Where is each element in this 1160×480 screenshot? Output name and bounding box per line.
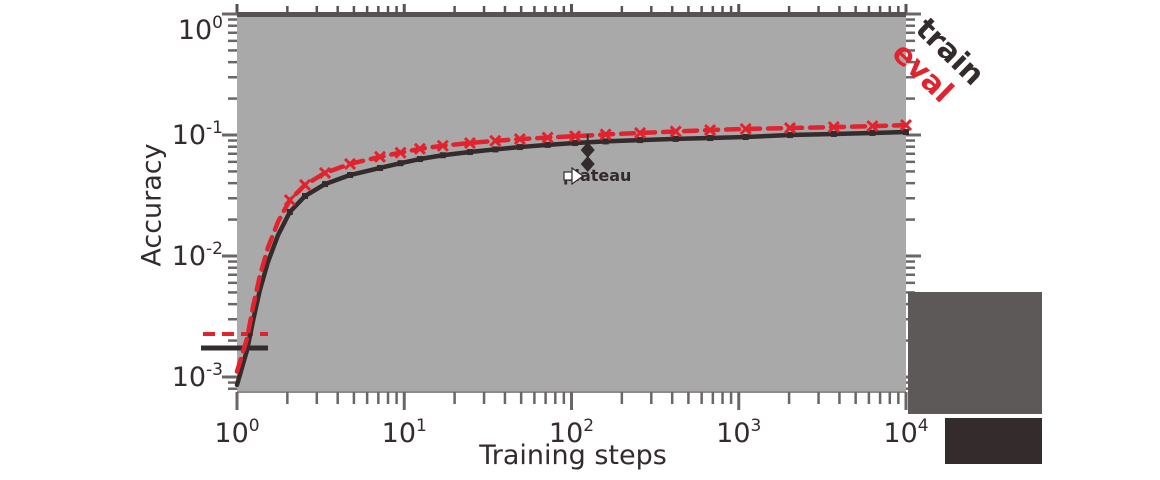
eval-x-marker: [899, 119, 913, 132]
eval-x-marker: [373, 150, 387, 163]
train-marker: [439, 152, 446, 159]
annotation-text: plateau: [563, 166, 632, 185]
white-right-arrow-icon: [563, 166, 585, 186]
annotation-diamond-marker: [580, 141, 595, 158]
plot-area: [237, 14, 906, 392]
eval-x-marker: [343, 157, 357, 170]
eval-x-marker: [827, 121, 840, 134]
train-marker: [376, 164, 383, 171]
eval-x-marker: [599, 128, 612, 141]
eval-x-marker: [866, 120, 879, 133]
eval-x-marker: [541, 131, 554, 144]
train-marker: [903, 129, 909, 136]
train-marker: [707, 135, 714, 142]
train-marker: [286, 209, 293, 216]
eval-x-marker: [739, 122, 752, 136]
y-tick-label: 100: [178, 13, 223, 46]
train-marker: [786, 132, 793, 139]
eval-x-marker: [568, 130, 582, 143]
train-marker: [492, 146, 499, 153]
eval-x-marker: [669, 125, 682, 138]
train-marker: [830, 130, 837, 137]
x-axis-label: Training steps: [479, 440, 667, 471]
eval-x-marker: [436, 139, 449, 152]
train-marker: [572, 140, 579, 147]
eval-x-marker: [783, 122, 796, 135]
eval-x-marker: [704, 123, 717, 137]
train-marker: [544, 141, 551, 148]
dark-label-block: [945, 418, 1042, 464]
y-axis-label: Accuracy: [136, 143, 168, 267]
eval-x-marker: [394, 146, 407, 159]
y-tick-label: 10-3: [172, 360, 223, 393]
x-tick-label: 101: [382, 416, 427, 449]
y-tick-label: 10-2: [172, 239, 223, 272]
train-marker: [466, 149, 473, 156]
train-marker: [672, 135, 679, 142]
plateau-annotation: plateau: [563, 166, 632, 186]
train-marker: [742, 134, 749, 141]
eval-x-marker: [489, 134, 502, 147]
x-tick-label: 103: [716, 416, 761, 449]
train-marker: [322, 181, 329, 188]
eval-x-marker: [634, 126, 647, 140]
eval-x-marker: [513, 133, 526, 146]
train-marker: [602, 138, 609, 145]
y-tick-label: 10-1: [172, 118, 223, 151]
train-marker: [301, 193, 308, 200]
annotation-diamond-marker: [580, 155, 595, 172]
faded-label-block: [908, 292, 1042, 414]
x-tick-label: 100: [214, 416, 259, 449]
x-tick-label: 102: [549, 416, 594, 449]
train-marker: [397, 160, 404, 167]
eval-x-marker: [318, 166, 332, 179]
train-marker: [347, 172, 354, 179]
eval-line: [234, 122, 909, 374]
train-marker: [869, 129, 876, 136]
x-tick-label: 104: [883, 416, 928, 449]
train-marker: [637, 137, 644, 144]
top-spine: [237, 12, 906, 17]
train-marker: [416, 156, 423, 163]
train-marker: [516, 144, 523, 151]
eval-x-marker: [298, 178, 312, 191]
eval-x-marker: [413, 142, 426, 155]
train-line: [234, 129, 909, 388]
eval-x-marker: [283, 193, 296, 207]
eval-x-marker: [463, 136, 476, 150]
